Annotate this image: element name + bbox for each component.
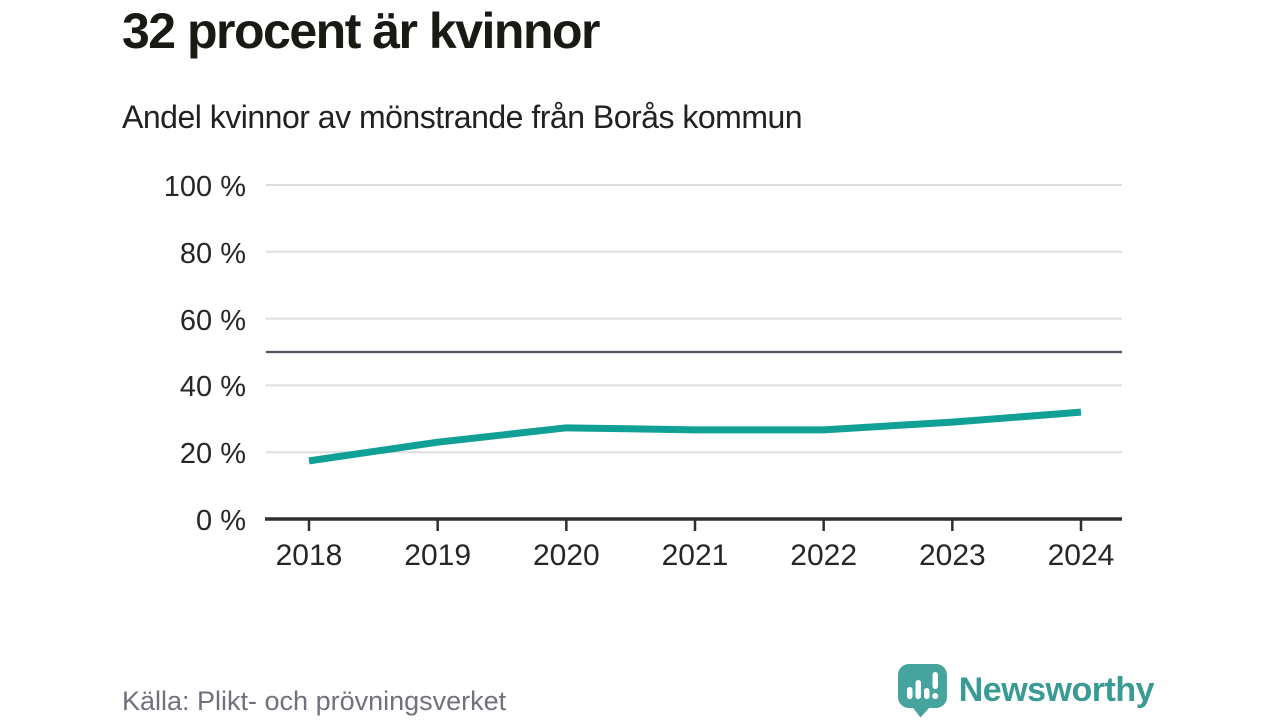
source-note: Källa: Plikt- och prövningsverket	[122, 686, 507, 716]
x-axis-tick-label: 2022	[790, 539, 858, 572]
chart-title: 32 procent är kvinnor	[122, 3, 601, 59]
x-axis-tick-label: 2019	[404, 539, 472, 572]
x-axis-tick-label: 2024	[1047, 539, 1115, 572]
x-axis-tick-label: 2023	[918, 539, 986, 572]
y-axis-tick-label: 40 %	[179, 371, 246, 404]
newsworthy-logo-text: Newsworthy	[958, 671, 1155, 709]
newsworthy-logo: Newsworthy	[897, 663, 1155, 718]
trend-line	[308, 408, 1082, 465]
x-axis-tick-label: 2020	[532, 539, 600, 572]
y-axis-tick-label: 20 %	[179, 438, 246, 471]
newsworthy-logo-icon	[897, 664, 947, 718]
x-axis-tick-label: 2018	[275, 539, 343, 572]
y-axis-tick-label: 100 %	[163, 171, 246, 203]
y-axis-tick-label: 60 %	[179, 304, 246, 337]
x-axis-tick-label: 2021	[661, 539, 729, 572]
y-axis-tick-label: 80 %	[179, 237, 246, 270]
chart-subtitle: Andel kvinnor av mönstrande från Borås k…	[122, 99, 803, 135]
y-axis-tick-label: 0 %	[196, 505, 246, 537]
